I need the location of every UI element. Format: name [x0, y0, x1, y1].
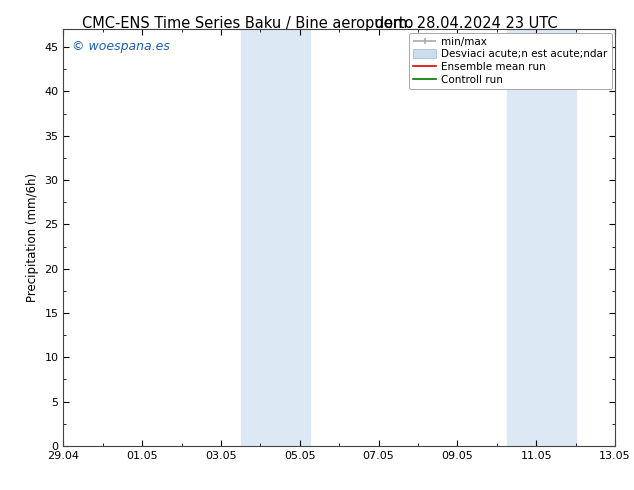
Text: dom. 28.04.2024 23 UTC: dom. 28.04.2024 23 UTC [375, 16, 558, 31]
Y-axis label: Precipitation (mm/6h): Precipitation (mm/6h) [26, 173, 39, 302]
Bar [507, 29, 576, 446]
Bar [241, 29, 309, 446]
Legend: min/max, Desviaci acute;n est acute;ndar, Ensemble mean run, Controll run: min/max, Desviaci acute;n est acute;ndar… [409, 32, 612, 89]
Text: CMC-ENS Time Series Baku / Bine aeropuerto: CMC-ENS Time Series Baku / Bine aeropuer… [82, 16, 414, 31]
Text: © woespana.es: © woespana.es [72, 40, 169, 53]
